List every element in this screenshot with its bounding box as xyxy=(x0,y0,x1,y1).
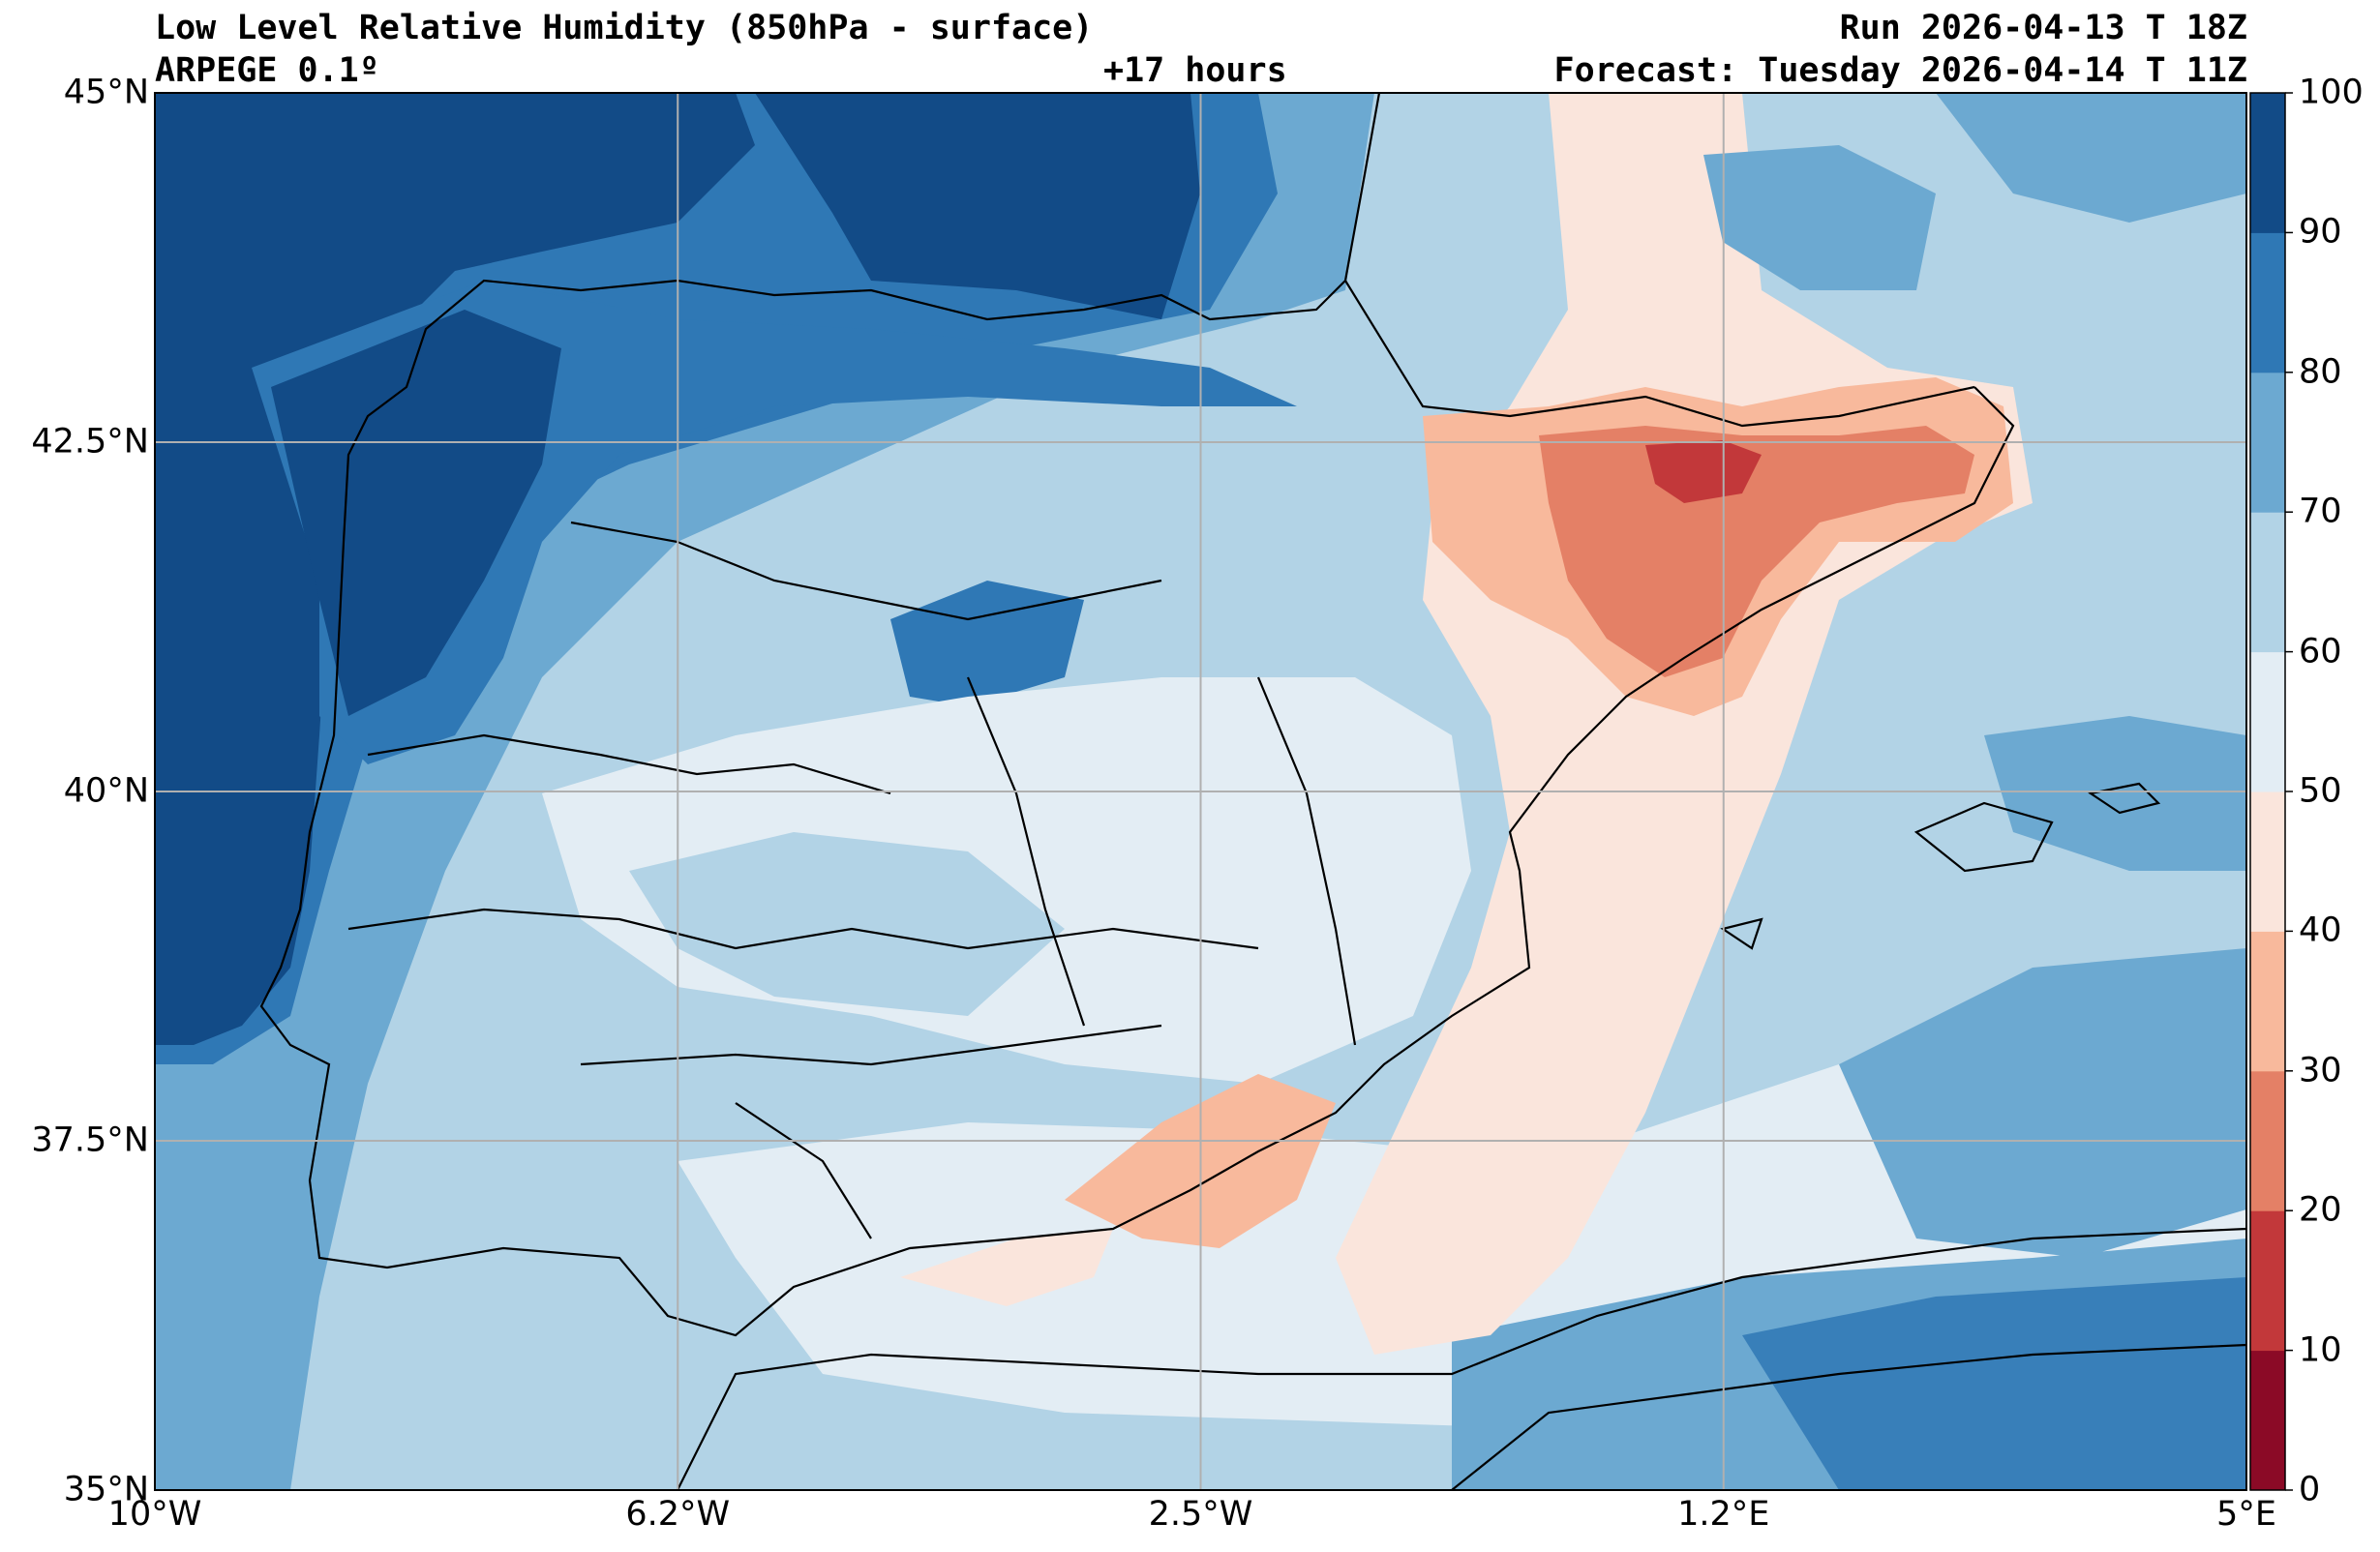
colorbar-segment xyxy=(2250,931,2285,1072)
lon-tick-label: 5°E xyxy=(2216,1495,2276,1534)
colorbar-segment xyxy=(2250,232,2285,373)
colorbar-segment xyxy=(2250,1210,2285,1352)
lead-time-label: +17 hours xyxy=(1103,51,1287,90)
colorbar-segment xyxy=(2250,1350,2285,1491)
colorbar-segment xyxy=(2250,512,2285,653)
map-frame xyxy=(154,92,2247,1491)
colorbar xyxy=(2250,92,2293,1491)
colorbar-label: 60 xyxy=(2299,632,2342,672)
colorbar-segment xyxy=(2250,1070,2285,1211)
colorbar-label: 50 xyxy=(2299,771,2342,811)
lon-tick-label: 1.2°E xyxy=(1677,1495,1770,1534)
lat-tick-label: 35°N xyxy=(63,1470,149,1509)
coastlines-and-borders xyxy=(259,93,2246,1490)
map-title: Low Level Relative Humidity (850hPa - su… xyxy=(155,9,1094,47)
colorbar-label: 40 xyxy=(2299,910,2342,950)
colorbar-label: 90 xyxy=(2299,212,2342,252)
colorbar-segment xyxy=(2250,93,2285,233)
colorbar-segment xyxy=(2250,651,2285,792)
colorbar-label: 10 xyxy=(2299,1330,2342,1370)
model-label: ARPEGE 0.1º xyxy=(155,51,379,90)
colorbar-label: 100 xyxy=(2299,73,2364,112)
colorbar-label: 70 xyxy=(2299,492,2342,531)
lat-tick-label: 42.5°N xyxy=(31,422,149,462)
colorbar-label: 30 xyxy=(2299,1051,2342,1090)
colorbar-segment xyxy=(2250,791,2285,932)
colorbar-segment xyxy=(2250,372,2285,513)
lat-tick-label: 40°N xyxy=(63,771,149,811)
colorbar-frame xyxy=(2249,92,2286,1491)
lat-tick-label: 45°N xyxy=(63,73,149,112)
forecast-label: Forecast: Tuesday 2026-04-14 T 11Z xyxy=(1553,51,2247,90)
lon-tick-label: 10°W xyxy=(107,1495,202,1534)
lat-tick-label: 37.5°N xyxy=(31,1120,149,1160)
colorbar-label: 20 xyxy=(2299,1190,2342,1230)
lon-tick-label: 6.2°W xyxy=(625,1495,731,1534)
run-label: Run 2026-04-13 T 18Z xyxy=(1839,9,2247,47)
lon-tick-label: 2.5°W xyxy=(1148,1495,1253,1534)
colorbar-label: 0 xyxy=(2299,1470,2321,1509)
colorbar-label: 80 xyxy=(2299,352,2342,392)
